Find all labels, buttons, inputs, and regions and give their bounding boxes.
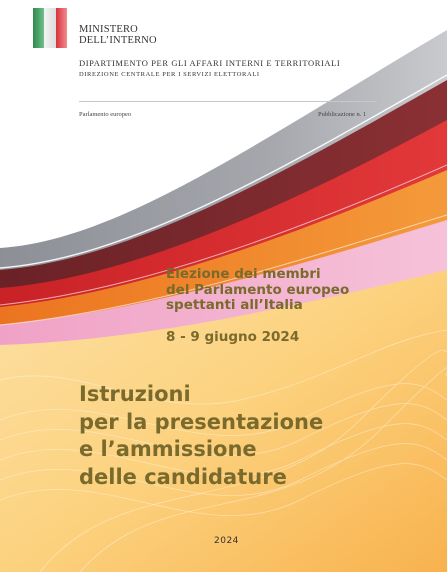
title-line-3: e l’ammissione: [79, 437, 257, 461]
election-line-2: del Parlamento europeo: [166, 281, 350, 298]
title-line-4: delle candidature: [79, 464, 287, 489]
election-subtitle: Elezione dei membri del Parlamento europ…: [166, 266, 350, 314]
document-title: Istruzioni per la presentazione e l’ammi…: [79, 381, 323, 491]
ministry-name: MINISTERO DELL’INTERNO: [79, 24, 157, 46]
italian-flag-logo: [33, 8, 67, 48]
election-date: 8 - 9 giugno 2024: [166, 329, 300, 345]
publication-year: 2024: [214, 536, 239, 546]
header-divider: [79, 101, 377, 102]
directorate-name: DIREZIONE CENTRALE PER I SERVIZI ELETTOR…: [79, 71, 260, 78]
election-line-1: Elezione dei membri: [166, 266, 321, 282]
ministry-line-1: MINISTERO: [79, 24, 138, 35]
title-line-2: per la presentazione: [79, 409, 324, 434]
series-label: Parlamento europeo: [79, 111, 132, 118]
flag-red-stripe: [56, 8, 67, 48]
title-line-1: Istruzioni: [79, 382, 191, 406]
ministry-line-2: DELL’INTERNO: [79, 35, 157, 46]
publication-number: Pubblicazione n. 1: [318, 111, 367, 118]
flag-white-stripe: [44, 8, 56, 48]
department-name: DIPARTIMENTO PER GLI AFFARI INTERNI E TE…: [79, 58, 341, 68]
election-line-3: spettanti all’Italia: [166, 297, 303, 313]
flag-green-stripe: [33, 8, 44, 48]
